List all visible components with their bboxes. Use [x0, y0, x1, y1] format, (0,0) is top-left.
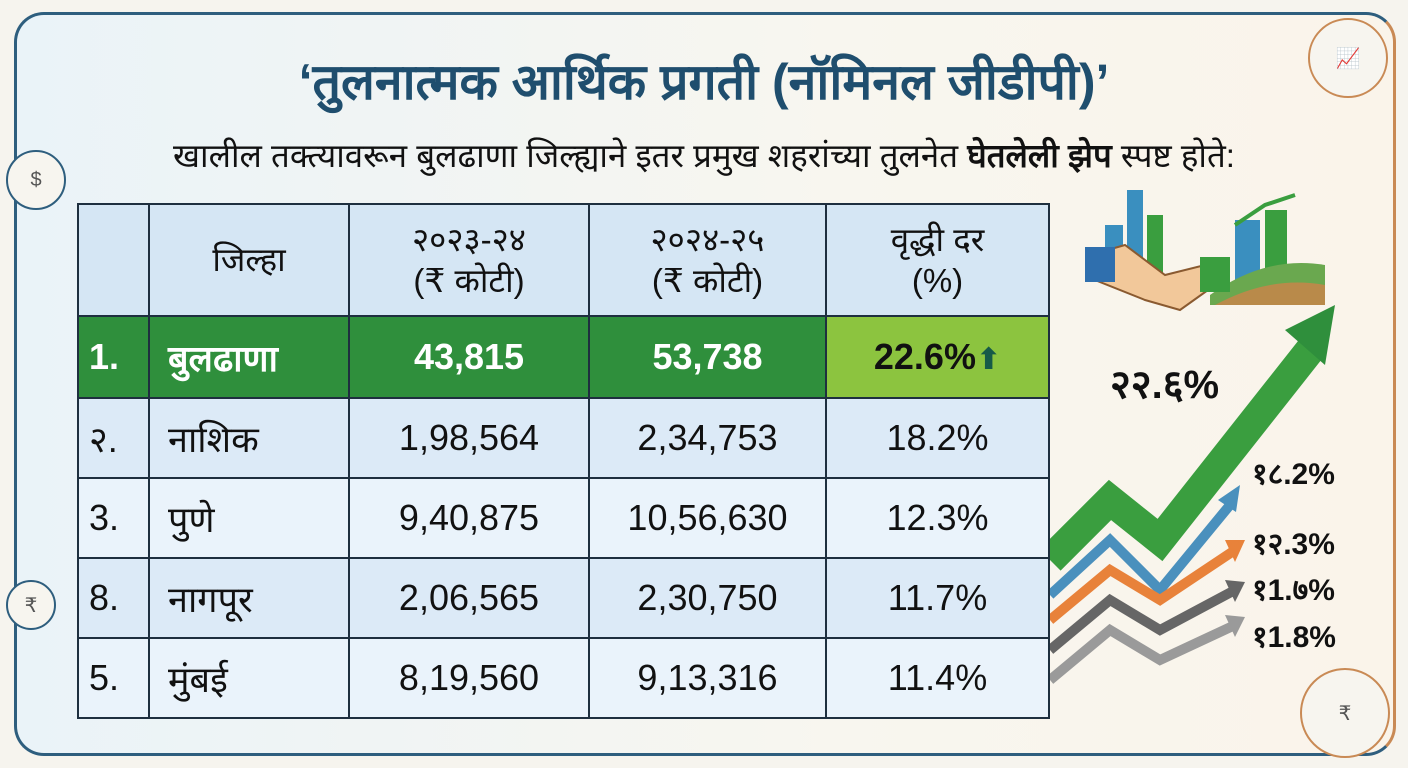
value-2024-25: 2,30,750: [588, 557, 827, 639]
handshake-city-farm-icon: [1085, 190, 1325, 312]
district: नागपूर: [148, 557, 350, 639]
dollar-hand-icon: $: [6, 150, 66, 210]
growth: 18.2%: [825, 397, 1050, 479]
value-2023-24: 8,19,560: [348, 637, 590, 719]
gdp-table: जिल्हा २०२३-२४ (₹ कोटी) २०२४-२५ (₹ कोटी) व…: [77, 203, 1050, 719]
arrow-pune: [1050, 545, 1238, 624]
arrow-head: [1285, 305, 1335, 365]
growth: 12.3%: [825, 477, 1050, 559]
district: बुलढाणा: [148, 315, 350, 399]
value-2024-25: 2,34,753: [588, 397, 827, 479]
rank: 1.: [77, 315, 150, 399]
district: पुणे: [148, 477, 350, 559]
value-2023-24: 2,06,565: [348, 557, 590, 639]
rupee-chart-icon: ₹: [1300, 668, 1390, 758]
header-2023-24: २०२३-२४ (₹ कोटी): [348, 203, 590, 317]
header-growth: वृद्धी दर (%): [825, 203, 1050, 317]
value-2024-25: 53,738: [588, 315, 827, 399]
rank: 5.: [77, 637, 150, 719]
district: नाशिक: [148, 397, 350, 479]
table-row: 1. बुलढाणा 43,815 53,738 22.6%⬆: [77, 315, 1050, 399]
arrow-nashik: [1050, 501, 1234, 599]
table-row: 8. नागपूर 2,06,565 2,30,750 11.7%: [77, 557, 1050, 639]
district: मुंबई: [148, 637, 350, 719]
table-row: 3. पुणे 9,40,875 10,56,630 12.3%: [77, 477, 1050, 559]
growth: 11.7%: [825, 557, 1050, 639]
arrow-label: १२.3%: [1252, 528, 1335, 561]
arrow-buldhana: [1050, 340, 1322, 571]
arrow-label: २२.६%: [1110, 363, 1220, 407]
value-2023-24: 1,98,564: [348, 397, 590, 479]
page-title: ‘तुलनात्मक आर्थिक प्रगती (नॉमिनल जीडीपी)…: [298, 54, 1110, 110]
value-2023-24: 9,40,875: [348, 477, 590, 559]
rupee-hand-icon: ₹: [6, 580, 56, 630]
growth-chart-icon: 📈: [1308, 18, 1388, 98]
value-2024-25: 9,13,316: [588, 637, 827, 719]
subtitle: खालील तक्त्यावरून बुलढाणा जिल्ह्याने इतर…: [173, 137, 1235, 174]
growth-arrows: [1050, 305, 1335, 684]
arrow-label: १1.७%: [1252, 574, 1335, 607]
table-header: जिल्हा २०२३-२४ (₹ कोटी) २०२४-२५ (₹ कोटी) व…: [77, 203, 1050, 317]
value-2024-25: 10,56,630: [588, 477, 827, 559]
arrow-label: १1.8%: [1252, 621, 1336, 654]
up-arrow-icon: ⬆: [975, 343, 1002, 376]
growth: 11.4%: [825, 637, 1050, 719]
arrow-label: १८.2%: [1252, 458, 1335, 491]
header-district: जिल्हा: [148, 203, 350, 317]
arrow-nagpur: [1050, 585, 1238, 654]
header-2024-25: २०२४-२५ (₹ कोटी): [588, 203, 827, 317]
arrow-mumbai: [1050, 620, 1238, 684]
rank: 3.: [77, 477, 150, 559]
table-row: २. नाशिक 1,98,564 2,34,753 18.2%: [77, 397, 1050, 479]
table-row: 5. मुंबई 8,19,560 9,13,316 11.4%: [77, 637, 1050, 719]
value-2023-24: 43,815: [348, 315, 590, 399]
growth: 22.6%⬆: [825, 315, 1050, 399]
rank: २.: [77, 397, 150, 479]
rank: 8.: [77, 557, 150, 639]
